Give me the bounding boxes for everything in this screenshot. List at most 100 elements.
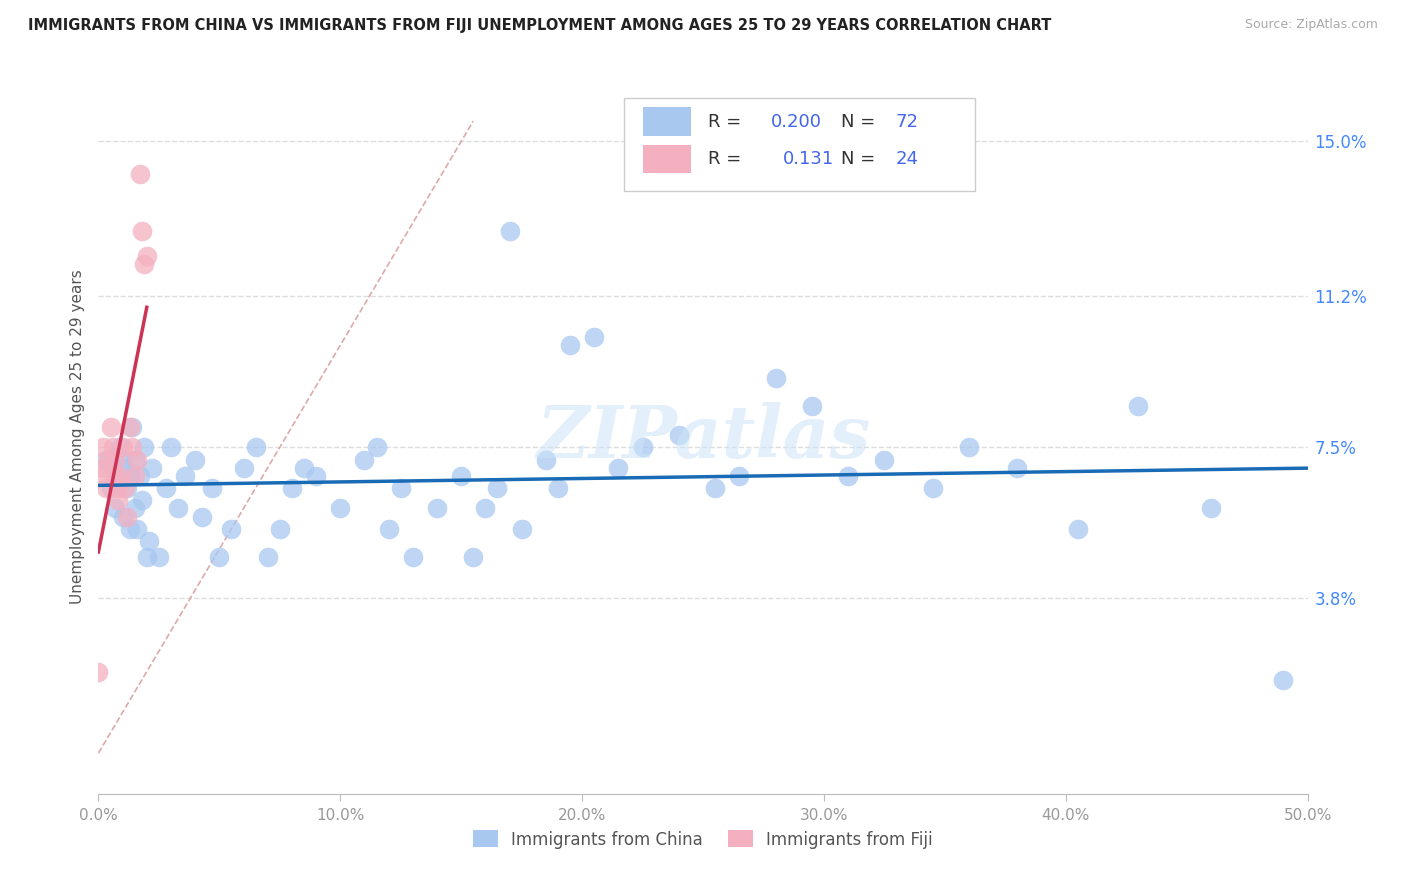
Point: [208, 550, 231, 565]
Point: [765, 371, 787, 385]
Point: [583, 330, 606, 344]
Point: [281, 481, 304, 495]
Point: [873, 452, 896, 467]
Point: [111, 452, 134, 467]
Point: [131, 493, 153, 508]
Point: [104, 452, 127, 467]
Point: [366, 440, 388, 454]
Text: N =: N =: [841, 150, 880, 168]
Point: [128, 468, 150, 483]
Point: [155, 481, 177, 495]
Point: [101, 460, 124, 475]
Point: [534, 452, 557, 467]
Point: [134, 257, 156, 271]
Point: [221, 522, 243, 536]
Point: [704, 481, 727, 495]
FancyBboxPatch shape: [643, 145, 690, 173]
Point: [402, 550, 425, 565]
Point: [135, 550, 157, 565]
Point: [160, 440, 183, 454]
Point: [558, 338, 581, 352]
Point: [167, 501, 190, 516]
Point: [201, 481, 224, 495]
Point: [118, 468, 141, 483]
Point: [141, 460, 163, 475]
Point: [921, 481, 943, 495]
Point: [232, 460, 254, 475]
Point: [135, 249, 157, 263]
Text: 72: 72: [896, 112, 918, 130]
Point: [87, 665, 110, 679]
Point: [118, 522, 141, 536]
Text: 0.131: 0.131: [783, 150, 834, 168]
Text: R =: R =: [707, 150, 752, 168]
Point: [134, 440, 156, 454]
Point: [1128, 400, 1150, 414]
Point: [269, 522, 291, 536]
Point: [114, 481, 136, 495]
Point: [426, 501, 449, 516]
Point: [353, 452, 375, 467]
FancyBboxPatch shape: [643, 107, 690, 136]
Point: [837, 468, 859, 483]
Point: [94, 452, 117, 467]
Point: [131, 224, 153, 238]
Point: [607, 460, 630, 475]
Point: [498, 224, 520, 238]
Point: [800, 400, 823, 414]
Point: [111, 509, 134, 524]
Point: [463, 550, 485, 565]
Point: [174, 468, 197, 483]
Point: [377, 522, 399, 536]
Point: [127, 452, 149, 467]
Point: [148, 550, 170, 565]
Text: 24: 24: [896, 150, 918, 168]
Point: [90, 468, 112, 483]
Point: [118, 420, 141, 434]
Point: [91, 460, 114, 475]
Point: [107, 481, 129, 495]
Point: [127, 522, 149, 536]
Point: [104, 468, 127, 483]
Point: [104, 501, 127, 516]
FancyBboxPatch shape: [624, 98, 976, 191]
Point: [292, 460, 315, 475]
Text: N =: N =: [841, 112, 880, 130]
Point: [94, 481, 117, 495]
Point: [97, 452, 120, 467]
Point: [128, 167, 150, 181]
Point: [101, 440, 124, 454]
Legend: Immigrants from China, Immigrants from Fiji: Immigrants from China, Immigrants from F…: [464, 822, 942, 857]
Point: [245, 440, 267, 454]
Text: IMMIGRANTS FROM CHINA VS IMMIGRANTS FROM FIJI UNEMPLOYMENT AMONG AGES 25 TO 29 Y: IMMIGRANTS FROM CHINA VS IMMIGRANTS FROM…: [28, 18, 1052, 33]
Point: [111, 440, 134, 454]
Point: [450, 468, 472, 483]
Point: [100, 420, 122, 434]
Point: [329, 501, 352, 516]
Point: [91, 440, 114, 454]
Text: R =: R =: [707, 112, 747, 130]
Point: [108, 440, 131, 454]
Point: [256, 550, 278, 565]
Point: [486, 481, 509, 495]
Point: [1199, 501, 1222, 516]
Point: [1067, 522, 1090, 536]
Point: [510, 522, 533, 536]
Text: 0.200: 0.200: [770, 112, 821, 130]
Point: [108, 468, 131, 483]
Point: [191, 509, 214, 524]
Point: [124, 452, 146, 467]
Point: [547, 481, 569, 495]
Point: [124, 501, 146, 516]
Point: [138, 534, 160, 549]
Point: [100, 481, 122, 495]
Point: [305, 468, 328, 483]
Point: [121, 440, 143, 454]
Point: [107, 468, 129, 483]
Point: [114, 460, 136, 475]
Point: [184, 452, 207, 467]
Point: [728, 468, 751, 483]
Point: [124, 468, 146, 483]
Point: [1007, 460, 1029, 475]
Point: [121, 420, 143, 434]
